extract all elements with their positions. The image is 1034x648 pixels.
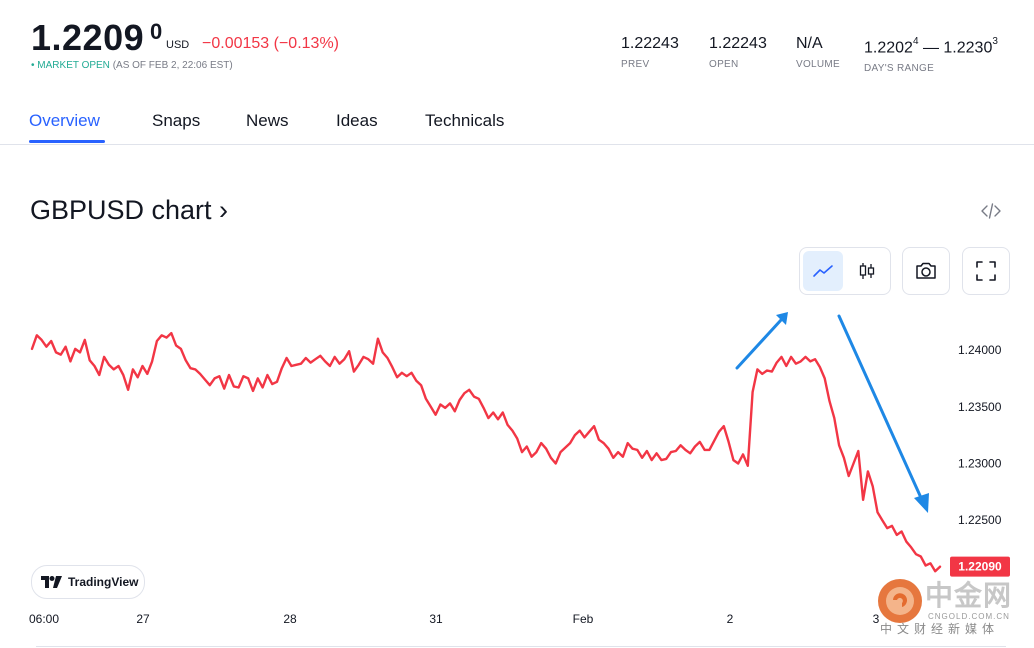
annotation-arrow-up [735,318,783,370]
stat-volume: N/A VOLUME [796,34,840,72]
last-price-tag: 1.22090 [950,556,1010,577]
x-tick-label: 31 [429,612,443,626]
stat-days-range: 1.22024 — 1.22303 DAY'S RANGE [864,34,998,76]
range-low: 1.2202 [864,39,913,57]
y-tick-label: 1.22500 [958,513,1002,527]
stat-prev-label: PREV [621,59,650,70]
candlestick-button[interactable] [847,251,887,291]
fullscreen-button[interactable] [962,247,1010,295]
line-chart-button[interactable] [803,251,843,291]
watermark-url: CNGOLD.COM.CN [928,612,1010,621]
market-status: MARKET OPEN [37,60,110,71]
x-tick-label: 28 [283,612,297,626]
cngold-logo-icon [878,579,922,623]
range-dash: — [922,39,939,57]
market-status-line: • MARKET OPEN (AS OF FEB 2, 22:06 EST) [31,60,233,72]
x-tick-label: 2 [727,612,734,626]
y-tick-label: 1.23500 [958,400,1002,414]
stat-volume-value: N/A [796,35,823,52]
x-tick-label: Feb [573,612,594,626]
annotation-arrow-up-head [776,312,788,325]
tradingview-badge[interactable]: TradingView [31,565,145,599]
market-status-dot: • [31,60,35,71]
last-price-fraction: 0 [150,19,163,44]
tradingview-logo-icon [41,576,62,588]
range-low-fraction: 4 [912,36,919,47]
watermark-tagline: 中文财经新媒体 [880,622,1000,636]
y-tick-label: 1.23000 [958,456,1002,470]
series-layer [30,331,942,573]
fullscreen-icon [976,261,996,281]
chart-style-group [799,247,891,295]
as-of-timestamp: (AS OF FEB 2, 22:06 EST) [112,60,233,71]
range-high-fraction: 3 [992,36,998,47]
candlestick-icon [859,263,875,279]
stat-open-value: 1.22243 [709,35,767,52]
x-tick-label: 3 [873,612,880,626]
line-chart-icon [813,265,833,277]
range-high: 1.2230 [943,39,993,57]
y-tick-label: 1.24000 [958,343,1002,357]
tab-technicals[interactable]: Technicals [425,111,505,130]
x-tick-label: 06:00 [29,612,59,626]
tab-overview[interactable]: Overview [29,111,100,130]
stat-open: 1.22243 OPEN [709,34,767,72]
price-change: −0.00153 (−0.13%) [202,35,339,52]
stat-days-range-label: DAY'S RANGE [864,63,935,75]
stat-prev-value: 1.22243 [621,35,679,52]
price-series-line [30,331,942,573]
price-currency: USD [166,39,190,51]
stat-open-label: OPEN [709,59,739,70]
code-embed-icon[interactable] [978,198,1004,224]
stat-prev: 1.22243 PREV [621,34,679,72]
annotation-arrow-down-head [914,493,929,513]
chart-bottom-divider [36,646,1006,647]
chart-title-link[interactable]: GBPUSD chart › [30,195,229,225]
annotation-arrow-down [837,314,924,502]
x-axis: 06:00 27 28 31 Feb 2 3 [29,612,880,626]
stat-days-range-value: 1.22024 — 1.22303 [864,34,998,58]
tab-ideas[interactable]: Ideas [336,111,378,130]
annotation-arrows [735,312,929,513]
watermark-brand: 中金网 [925,580,1013,611]
y-axis: 1.24000 1.23500 1.23000 1.22500 [958,343,1002,527]
camera-icon [916,262,936,279]
snapshot-button[interactable] [902,247,950,295]
symbol-tabs: Overview Snaps News Ideas Technicals [0,100,1034,145]
tab-snaps[interactable]: Snaps [152,111,201,130]
last-price-tag-bg [950,556,1010,577]
x-tick-label: 27 [136,612,150,626]
stat-volume-label: VOLUME [796,59,841,70]
last-price-tag-label: 1.22090 [958,560,1002,574]
last-price: 1.2209 [31,17,145,58]
tab-news[interactable]: News [246,111,289,130]
active-tab-indicator [29,140,105,143]
tradingview-label: TradingView [68,575,139,589]
